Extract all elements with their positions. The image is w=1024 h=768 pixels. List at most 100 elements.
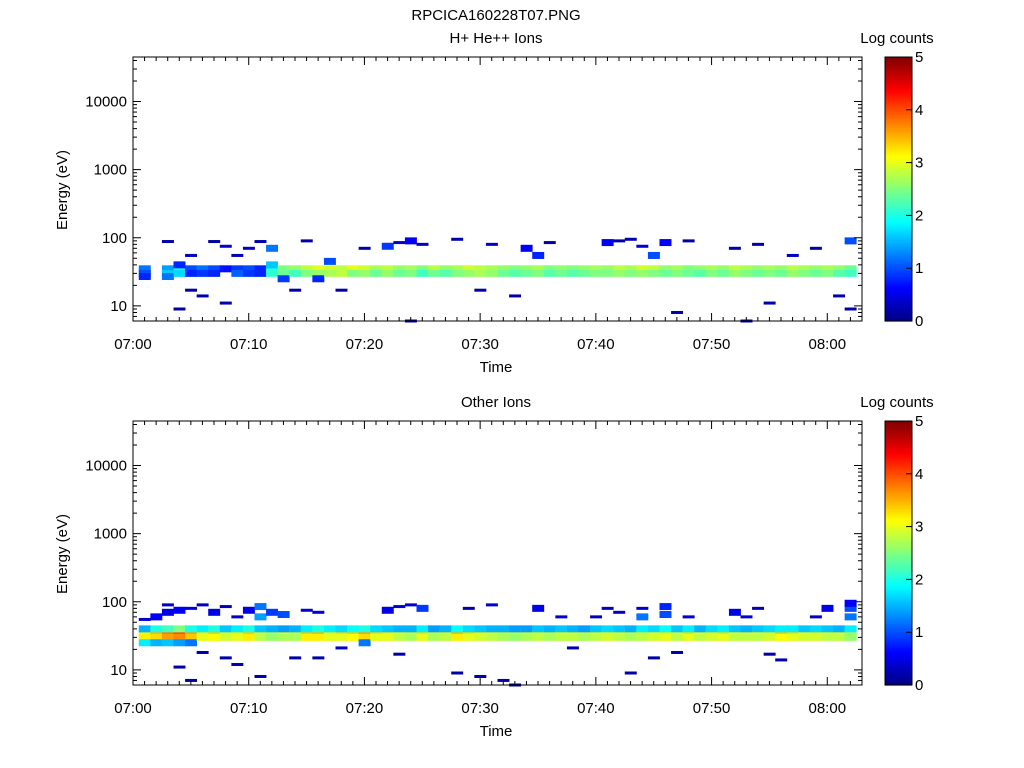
heatmap-cell xyxy=(601,633,614,641)
heatmap-cell xyxy=(462,629,475,637)
heatmap-cell xyxy=(335,633,348,641)
colorbar-segment xyxy=(885,610,912,613)
heatmap-cell xyxy=(185,633,198,641)
heatmap-cell xyxy=(428,265,441,273)
heatmap-cell xyxy=(208,625,221,633)
colorbar-segment xyxy=(885,195,912,199)
colorbar-segment xyxy=(885,498,912,501)
colorbar-segment xyxy=(885,632,912,635)
heatmap-cell xyxy=(277,265,290,273)
heatmap-cell xyxy=(439,265,452,273)
colorbar-segment xyxy=(885,575,912,578)
heatmap-cell xyxy=(185,288,198,292)
heatmap-cell xyxy=(358,629,371,637)
heatmap-cell xyxy=(809,615,822,619)
colorbar-segment xyxy=(885,484,912,488)
heatmap-cell xyxy=(821,269,834,277)
heatmap-cell xyxy=(242,606,255,614)
colorbar-segment xyxy=(885,592,912,596)
heatmap-cell xyxy=(185,625,198,633)
colorbar-segment xyxy=(885,500,912,503)
heatmap-cell xyxy=(462,633,475,641)
heatmap-cell xyxy=(566,265,579,273)
heatmap-cell xyxy=(833,633,846,641)
colorbar-segment xyxy=(885,555,912,558)
heatmap-cell xyxy=(277,275,290,283)
colorbar-tick-label: 5 xyxy=(915,49,923,66)
colorbar-segment xyxy=(885,241,912,245)
heatmap-cell xyxy=(520,633,533,641)
colorbar-segment xyxy=(885,87,912,91)
heatmap-cell xyxy=(266,625,279,633)
heatmap-cell xyxy=(520,269,533,277)
colorbar-segment xyxy=(885,145,912,148)
heatmap-cell xyxy=(752,606,765,610)
heatmap-cell xyxy=(266,633,279,641)
heatmap-cell xyxy=(138,629,151,637)
heatmap-cell xyxy=(300,629,313,637)
heatmap-cell xyxy=(717,265,730,273)
colorbar-segment xyxy=(885,480,912,484)
heatmap-cell xyxy=(300,269,313,277)
colorbar-segment xyxy=(885,627,912,631)
colorbar-segment xyxy=(885,219,912,223)
heatmap-cell xyxy=(728,269,741,277)
heatmap-cell xyxy=(312,656,325,660)
heatmap-cell xyxy=(809,269,822,277)
heatmap-cell xyxy=(844,269,857,277)
heatmap-cell xyxy=(763,269,776,277)
colorbar-segment xyxy=(885,476,912,479)
colorbar-segment xyxy=(885,237,912,241)
heatmap-cell xyxy=(161,633,174,641)
heatmap-cell xyxy=(636,633,649,641)
heatmap-cell xyxy=(161,240,174,244)
colorbar-segment xyxy=(885,76,912,80)
heatmap-cell xyxy=(208,269,221,277)
heatmap-cell xyxy=(254,625,267,633)
x-axis-label: Time xyxy=(480,359,513,376)
colorbar-segment xyxy=(885,127,912,131)
heatmap-cell xyxy=(624,269,637,277)
heatmap-cell xyxy=(312,629,325,637)
heatmap-cell xyxy=(520,625,533,633)
colorbar-segment xyxy=(885,652,912,655)
heatmap-cell xyxy=(185,265,198,273)
heatmap-cell xyxy=(601,265,614,273)
heatmap-cell xyxy=(451,265,464,273)
heatmap-cell xyxy=(393,625,406,633)
heatmap-cell xyxy=(543,265,556,273)
heatmap-cell xyxy=(624,671,637,675)
colorbar-segment xyxy=(885,186,912,190)
heatmap-cell xyxy=(242,633,255,641)
heatmap-cell xyxy=(474,674,487,678)
heatmap-cell xyxy=(208,265,221,273)
heatmap-cell xyxy=(474,633,487,641)
colorbar-segment xyxy=(885,63,912,67)
heatmap-cell xyxy=(173,606,186,614)
heatmap-cell xyxy=(613,239,626,243)
heatmap-cell xyxy=(266,244,279,252)
heatmap-cell xyxy=(416,629,429,637)
heatmap-cell xyxy=(323,629,336,637)
heatmap-cell xyxy=(393,629,406,637)
heatmap-cell xyxy=(173,269,186,277)
heatmap-cell xyxy=(682,633,695,641)
heatmap-cell xyxy=(161,265,174,273)
heatmap-cell xyxy=(138,639,151,647)
colorbar-segment xyxy=(885,68,912,71)
heatmap-cell xyxy=(185,629,198,637)
heatmap-cell xyxy=(289,269,302,277)
colorbar-segment xyxy=(885,570,912,574)
heatmap-cell xyxy=(335,288,348,292)
heatmap-cell xyxy=(659,611,672,618)
heatmap-cell xyxy=(844,625,857,633)
y-tick-label: 100 xyxy=(102,594,127,611)
heatmap-cell xyxy=(474,625,487,633)
colorbar-segment xyxy=(885,261,912,265)
heatmap-cell xyxy=(451,629,464,637)
colorbar-segment xyxy=(885,429,912,433)
heatmap-cell xyxy=(694,629,707,637)
heatmap-cell xyxy=(694,265,707,273)
colorbar-segment xyxy=(885,101,912,104)
